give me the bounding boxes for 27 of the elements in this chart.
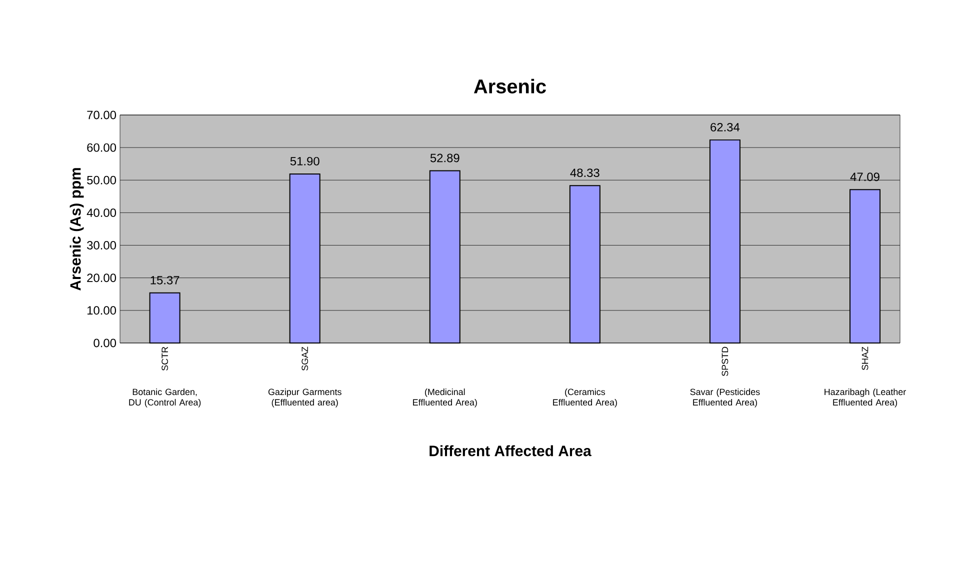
text: Hazaribagh (Leather Effluented Area) bbox=[824, 388, 906, 408]
data-label: 51.90 bbox=[290, 156, 320, 166]
y-tick-label: 40.00 bbox=[86, 208, 116, 217]
text: Gazipur Garments (Effluented area) bbox=[268, 388, 342, 408]
chart-title: Arsenic bbox=[474, 78, 546, 94]
text: (Medicinal Effluented Area) bbox=[413, 388, 477, 408]
x-tick-label: SHAZ bbox=[862, 346, 868, 370]
y-tick-label: 50.00 bbox=[87, 176, 116, 184]
text: Savar (Pesticides Effluented Area) bbox=[690, 388, 760, 408]
x-axis-title: Different Affected Area bbox=[430, 445, 592, 456]
data-label: 52.89 bbox=[430, 154, 460, 162]
x-tick-label: SCTR bbox=[162, 346, 168, 371]
y-tick-label: 70.00 bbox=[87, 110, 116, 120]
y-tick-label: 30.00 bbox=[87, 241, 116, 250]
text: (Ceramics Effluented Area) bbox=[553, 388, 617, 408]
text: Botanic Garden, DU (Control Area) bbox=[129, 388, 201, 408]
y-axis-title: Arsenic (As) ppm bbox=[70, 168, 84, 290]
y-tick-label: 20.00 bbox=[87, 274, 116, 282]
data-label: 48.33 bbox=[570, 168, 600, 178]
x-tick-label: SPSTD bbox=[722, 346, 728, 376]
x-tick-label: SGAZ bbox=[302, 346, 308, 371]
data-label: 62.34 bbox=[710, 122, 740, 132]
y-tick-label: 10.00 bbox=[87, 306, 116, 315]
data-label: 47.09 bbox=[850, 172, 880, 182]
data-label: 15.37 bbox=[150, 276, 180, 284]
y-tick-label: 0.00 bbox=[94, 338, 116, 348]
y-tick-label: 60.00 bbox=[87, 143, 116, 152]
